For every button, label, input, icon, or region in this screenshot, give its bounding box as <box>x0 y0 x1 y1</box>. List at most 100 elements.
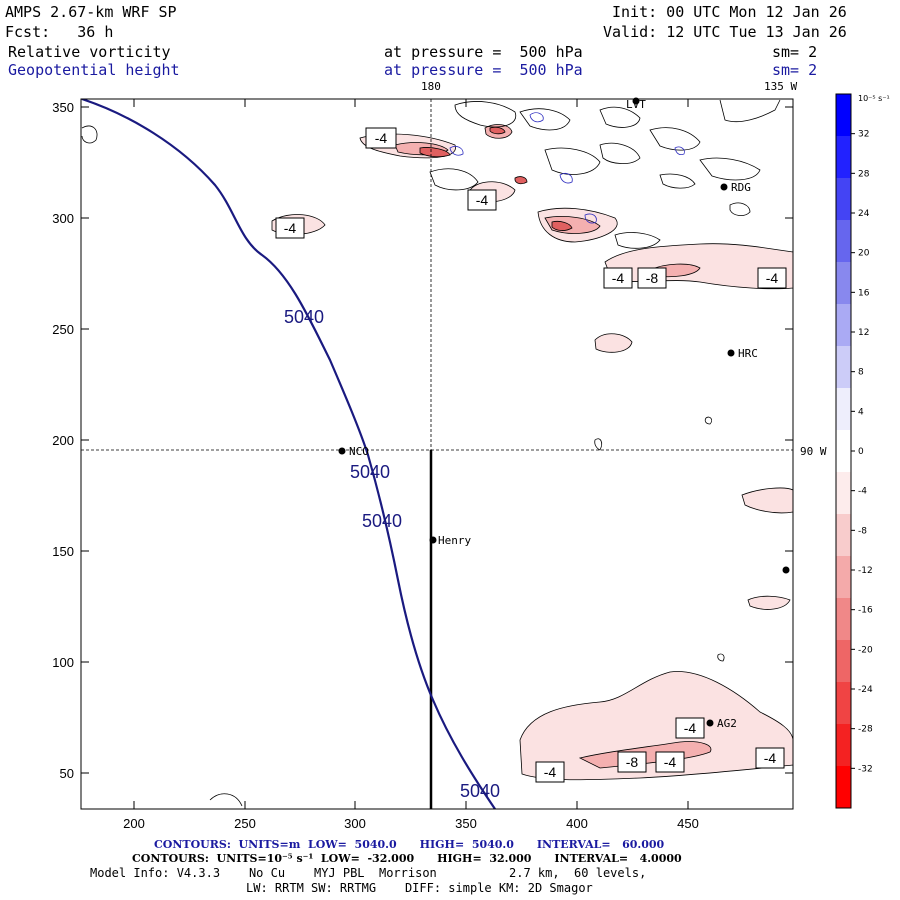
meridian-label-135w: 135 W <box>764 80 798 93</box>
colorbar-cell <box>836 766 851 809</box>
colorbar-cell <box>836 388 851 431</box>
svg-text:AG2: AG2 <box>717 717 737 730</box>
axis-ticks <box>81 99 793 809</box>
colorbar-label: 0 <box>858 447 864 457</box>
station-edge <box>782 566 790 574</box>
colorbar-cell <box>836 598 851 641</box>
vort-label: -4 <box>757 267 787 289</box>
x-tick-label: 300 <box>344 816 366 831</box>
map-fields <box>81 99 793 809</box>
station-nco: NCO <box>338 445 369 458</box>
svg-text:Henry: Henry <box>438 534 471 547</box>
model-title: AMPS 2.67-km WRF SP <box>5 3 177 21</box>
forecast-hour: Fcst: 36 h <box>5 23 114 41</box>
svg-text:-8: -8 <box>646 270 659 286</box>
vort-label: -4 <box>365 127 397 149</box>
station-rdg: RDG <box>720 181 751 194</box>
colorbar-unit: 10⁻⁵ s⁻¹ <box>858 94 890 103</box>
svg-text:-8: -8 <box>626 754 639 770</box>
field1-name: Relative vorticity <box>8 43 171 61</box>
meridian-label-90w: 90 W <box>800 445 827 458</box>
x-tick-label: 400 <box>566 816 588 831</box>
footer-model-info: Model Info: V4.3.3 No Cu MYJ PBL Morriso… <box>90 866 647 880</box>
colorbar-label: 32 <box>858 130 869 140</box>
colorbar-cell <box>836 682 851 725</box>
colorbar-label: 28 <box>858 169 870 179</box>
svg-text:-4: -4 <box>612 270 625 286</box>
svg-text:-4: -4 <box>476 192 489 208</box>
vort-label: -4 <box>655 751 685 773</box>
height-label: 5040 <box>460 781 500 801</box>
colorbar-label: 12 <box>858 328 869 338</box>
svg-text:NCO: NCO <box>349 445 369 458</box>
colorbar-cell <box>836 556 851 599</box>
svg-text:-4: -4 <box>284 220 297 236</box>
y-tick-label: 300 <box>52 211 74 226</box>
colorbar-cell <box>836 220 851 263</box>
vort-label: -8 <box>617 751 647 773</box>
meridian-label-180: 180 <box>421 80 441 93</box>
colorbar-cell <box>836 136 851 179</box>
field2-level: at pressure = 500 hPa <box>384 61 583 79</box>
field2-smoothing: sm= 2 <box>772 61 818 79</box>
height-label: 5040 <box>284 307 324 327</box>
svg-text:LVT: LVT <box>626 98 646 111</box>
colorbar-cell <box>836 430 851 473</box>
colorbar-cell <box>836 472 851 515</box>
svg-text:HRC: HRC <box>738 347 758 360</box>
graticule <box>81 99 793 451</box>
y-tick-label: 50 <box>60 766 74 781</box>
footer-physics-info: LW: RRTM SW: RRTMG DIFF: simple KM: 2D S… <box>246 881 593 895</box>
vort-label: -4 <box>275 217 305 239</box>
init-time: Init: 00 UTC Mon 12 Jan 26 <box>612 3 847 21</box>
colorbar-cell <box>836 514 851 557</box>
station-lvt: LVT <box>626 97 646 111</box>
station-hrc: HRC <box>727 347 758 360</box>
svg-text:RDG: RDG <box>731 181 751 194</box>
vort-label: -4 <box>535 761 565 783</box>
vort-label: -4 <box>755 747 785 769</box>
colorbar-label: -28 <box>858 725 873 735</box>
x-tick-label: 350 <box>455 816 477 831</box>
colorbar-cell <box>836 304 851 347</box>
footer-vorticity-contours: CONTOURS: UNITS=10⁻⁵ s⁻¹ LOW= -32.000 HI… <box>132 852 682 865</box>
colorbar-cell <box>836 724 851 767</box>
vort-label: -4 <box>675 717 705 739</box>
footer-height-contours: CONTOURS: UNITS=m LOW= 5040.0 HIGH= 5040… <box>154 838 665 851</box>
height-label: 5040 <box>362 511 402 531</box>
valid-time: Valid: 12 UTC Tue 13 Jan 26 <box>603 23 847 41</box>
vort-label: -4 <box>603 267 633 289</box>
x-tick-label: 200 <box>123 816 145 831</box>
y-tick-label: 100 <box>52 655 74 670</box>
colorbar-cell <box>836 94 851 137</box>
field1-smoothing: sm= 2 <box>772 43 818 61</box>
vorticity-contours <box>81 99 781 807</box>
colorbar-label: -8 <box>858 526 867 536</box>
vort-label: -4 <box>467 189 497 211</box>
svg-text:-4: -4 <box>375 130 388 146</box>
height-contour-5040 <box>81 99 496 809</box>
svg-text:-4: -4 <box>766 270 779 286</box>
colorbar-label: 16 <box>858 288 870 298</box>
colorbar-cell <box>836 640 851 683</box>
colorbar-label: -20 <box>858 645 873 655</box>
svg-text:-4: -4 <box>764 750 777 766</box>
colorbar-label: 4 <box>858 407 864 417</box>
field1-level: at pressure = 500 hPa <box>384 43 583 61</box>
colorbar-label: 24 <box>858 209 870 219</box>
station-ag2: AG2 <box>706 717 737 730</box>
x-tick-label: 450 <box>677 816 699 831</box>
colorbar-label: 20 <box>858 249 870 259</box>
station-henry: Henry <box>429 534 471 547</box>
colorbar-label: 8 <box>858 368 864 378</box>
colorbar: 32 28 24 20 16 12 8 4 0 -4 -8 -12 -16 -20 -24 -28 -32 10… <box>835 93 890 809</box>
colorbar-label: -4 <box>858 487 867 497</box>
colorbar-label: -16 <box>858 606 873 616</box>
svg-text:-4: -4 <box>684 720 697 736</box>
y-tick-label: 150 <box>52 544 74 559</box>
x-tick-label: 250 <box>234 816 256 831</box>
plot-frame <box>80 98 794 810</box>
field2-name: Geopotential height <box>8 61 180 79</box>
y-tick-label: 200 <box>52 433 74 448</box>
